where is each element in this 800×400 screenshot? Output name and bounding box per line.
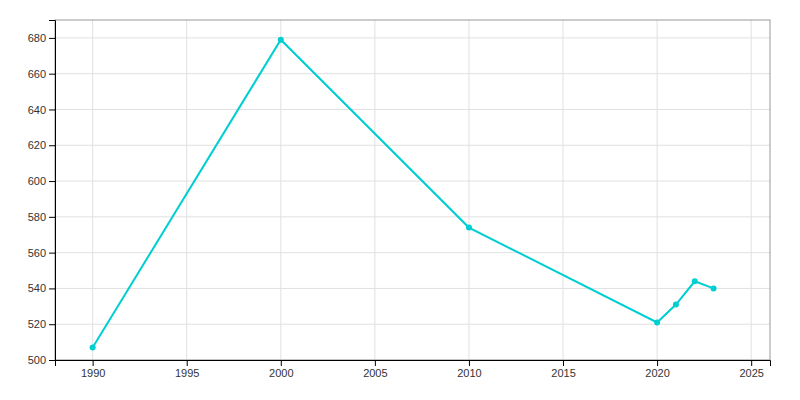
x-tick: 1995 [175,360,199,379]
point [692,278,698,284]
grid-line-y [55,37,770,38]
x-tick-label: 1990 [81,367,105,379]
grid-line-x [751,20,752,360]
x-tick-label: 2025 [739,367,763,379]
grid-line-y [55,73,770,74]
y-tick-label: 660 [28,68,46,80]
x-tick: 1990 [81,360,105,379]
x-tick-mark [469,360,470,366]
y-tick-mark [49,181,55,182]
point [673,302,679,308]
grid-line-x [374,20,375,360]
y-tick: 560 [28,247,55,259]
point [278,37,284,43]
x-tick-mark [187,360,188,366]
x-tick: 2005 [363,360,387,379]
grid-line-y [55,181,770,182]
x-tick-label: 2005 [363,367,387,379]
point [654,319,660,325]
grid-line-x [92,20,93,360]
y-tick-mark [49,288,55,289]
x-tick-mark [657,360,658,366]
grid-line-y [55,324,770,325]
grid-line-x [657,20,658,360]
x-tick-label: 2000 [269,367,293,379]
y-tick-label: 560 [28,247,46,259]
plot-frame [55,20,770,360]
series [90,37,717,351]
y-tick: 580 [28,211,55,223]
y-tick-mark [49,38,55,39]
point [711,285,717,291]
y-tick-mark [49,74,55,75]
x-axis: 1990 1995 2000 2005 2010 2015 2020 2025 [56,360,771,379]
y-tick: 640 [28,103,55,115]
x-axis-line [56,361,771,367]
grid-line-x [186,20,187,360]
y-tick: 600 [28,175,55,187]
x-tick-mark [375,360,376,366]
y-tick-label: 680 [28,32,46,44]
x-tick-mark [751,360,752,366]
x-tick: 2000 [269,360,293,379]
y-tick-label: 620 [28,139,46,151]
grid-line-y [55,216,770,217]
x-tick-label: 1995 [175,367,199,379]
grid-line-y [55,109,770,110]
x-tick-mark [563,360,564,366]
y-tick-label: 640 [28,103,46,115]
y-tick-label: 580 [28,211,46,223]
point [90,344,96,350]
y-tick: 520 [28,318,55,330]
x-tick-label: 2010 [457,367,481,379]
y-tick: 620 [28,139,55,151]
y-tick-mark [49,109,55,110]
x-tick-label: 2015 [551,367,575,379]
x-tick: 2010 [457,360,481,379]
grid-line-x [280,20,281,360]
y-tick: 680 [28,32,55,44]
y-tick-label: 540 [28,282,46,294]
y-tick-mark [49,253,55,254]
y-tick: 500 [28,354,55,366]
y-tick: 660 [28,68,55,80]
y-tick-mark [49,360,55,361]
x-tick-mark [281,360,282,366]
y-tick: 540 [28,282,55,294]
grid-line-y [55,252,770,253]
grid-line-x [468,20,469,360]
grid-line-x [563,20,564,360]
grid-line-y [55,288,770,289]
x-tick: 2025 [739,360,763,379]
y-tick-mark [49,145,55,146]
x-tick-label: 2020 [645,367,669,379]
y-tick-label: 500 [28,354,46,366]
chart-svg: 1990 1995 2000 2005 2010 2015 2020 2025 500 520 54… [0,0,800,400]
y-axis: 500 520 540 560 580 600 620 640 660 680 [28,21,56,367]
grid-line-y [55,145,770,146]
y-tick-mark [49,324,55,325]
plot: 1990 1995 2000 2005 2010 2015 2020 2025 500 520 54… [28,20,771,379]
y-axis-line [49,21,56,361]
y-tick-mark [49,217,55,218]
point [466,225,472,231]
x-tick-mark [93,360,94,366]
x-tick: 2015 [551,360,575,379]
grid [55,20,770,360]
y-tick-label: 600 [28,175,46,187]
x-tick: 2020 [645,360,669,379]
y-tick-label: 520 [28,318,46,330]
line [93,40,714,348]
